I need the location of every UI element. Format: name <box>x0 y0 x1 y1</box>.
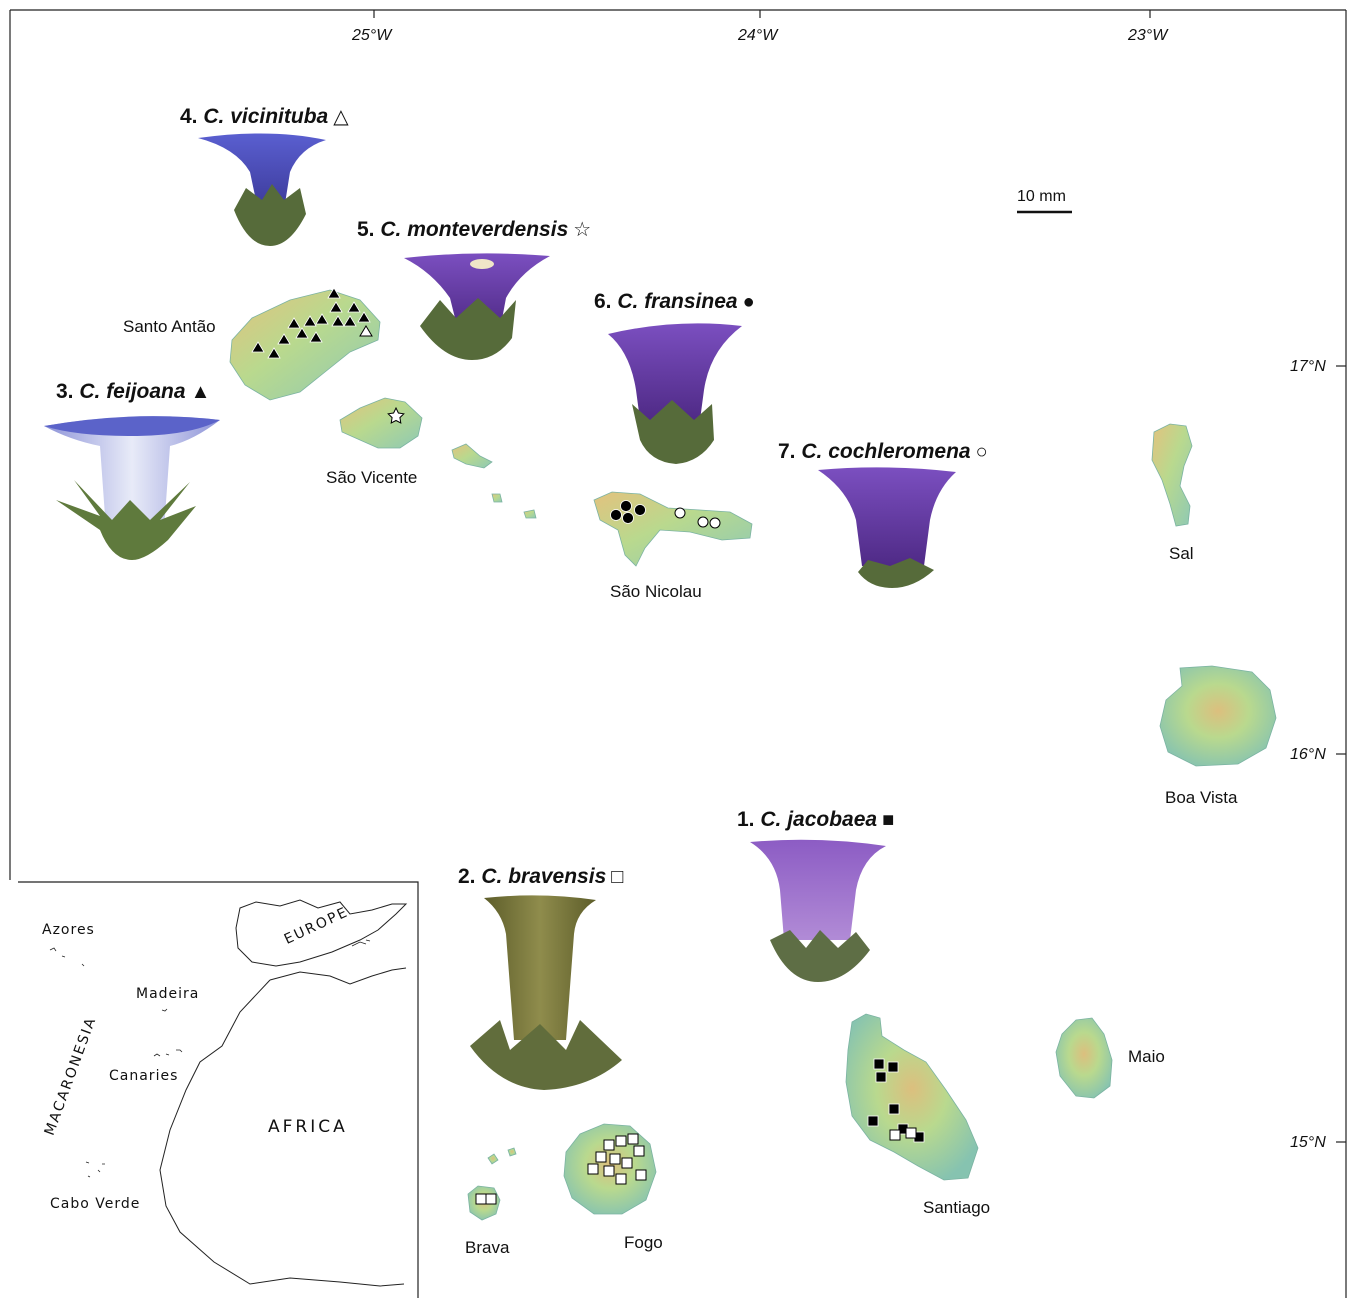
flower-feijoana <box>44 416 220 560</box>
longitude-label-23w: 23°W <box>1128 27 1168 44</box>
flower-cochleromena <box>818 467 956 588</box>
markers-monteverdensis <box>387 406 405 424</box>
island-sal <box>1151 423 1193 527</box>
island-label-santo-antao: Santo Antão <box>123 317 216 336</box>
island-branco <box>491 493 503 503</box>
island-label-sao-nicolau: São Nicolau <box>610 582 702 601</box>
inset-coastline-europe <box>235 899 408 967</box>
map-frame <box>9 9 1347 1298</box>
island-santiago <box>845 1013 979 1181</box>
flower-monteverdensis <box>404 253 550 360</box>
inset-label-canaries: Canaries <box>109 1068 179 1084</box>
species-label-bravensis: 2. C. bravensis □ <box>458 865 624 888</box>
island-sao-nicolau <box>593 491 753 567</box>
islet-brava-small-2 <box>507 1147 517 1157</box>
flower-jacobaea <box>750 839 886 982</box>
longitude-label-25w: 25°W <box>352 27 392 44</box>
markers-cochleromena <box>674 507 721 529</box>
inset-label-africa: AFRICA <box>268 1117 348 1137</box>
island-label-maio: Maio <box>1128 1047 1165 1066</box>
inset-label-cabo-verde: Cabo Verde <box>50 1196 141 1212</box>
latitude-label-15n: 15°N <box>1290 1134 1326 1151</box>
island-label-boa-vista: Boa Vista <box>1165 788 1238 807</box>
island-label-fogo: Fogo <box>624 1233 663 1252</box>
markers-jacobaea <box>867 1058 925 1143</box>
island-label-sao-vicente: São Vicente <box>326 468 418 487</box>
flower-bravensis <box>470 895 622 1090</box>
longitude-label-24w: 24°W <box>738 27 778 44</box>
island-label-santiago: Santiago <box>923 1198 991 1217</box>
species-label-jacobaea: 1. C. jacobaea ■ <box>737 808 895 831</box>
species-label-feijoana: 3. C. feijoana ▲ <box>56 380 211 403</box>
latitude-label-17n: 17°N <box>1290 358 1326 375</box>
species-label-cochleromena: 7. C. cochleromena ○ <box>778 440 988 463</box>
flower-fransinea <box>608 323 742 464</box>
island-maio <box>1055 1017 1113 1099</box>
flower-vicinituba <box>198 133 326 246</box>
island-boa-vista <box>1159 665 1277 767</box>
scale-bar-label: 10 mm <box>1017 188 1066 205</box>
islet-brava-small <box>487 1153 499 1165</box>
species-label-monteverdensis: 5. C. monteverdensis ☆ <box>357 218 592 241</box>
island-santo-antao <box>229 289 381 401</box>
latitude-label-16n: 16°N <box>1290 746 1326 763</box>
inset-map <box>18 881 419 1298</box>
islands <box>229 289 1277 1221</box>
inset-coastline-africa <box>159 967 407 1287</box>
inset-label-madeira: Madeira <box>136 986 200 1002</box>
markers-bravensis <box>475 1127 917 1205</box>
island-label-brava: Brava <box>465 1238 510 1257</box>
species-label-vicinituba: 4. C. vicinituba △ <box>180 105 349 128</box>
island-santa-luzia <box>451 443 493 469</box>
markers-vicinituba <box>359 325 373 337</box>
inset-label-azores: Azores <box>42 922 95 938</box>
species-label-fransinea: 6. C. fransinea ● <box>594 290 755 313</box>
markers-fransinea <box>610 500 646 524</box>
island-sao-vicente <box>339 397 423 449</box>
markers-feijoana <box>251 287 371 359</box>
island-raso <box>523 509 537 519</box>
island-label-sal: Sal <box>1169 544 1194 563</box>
